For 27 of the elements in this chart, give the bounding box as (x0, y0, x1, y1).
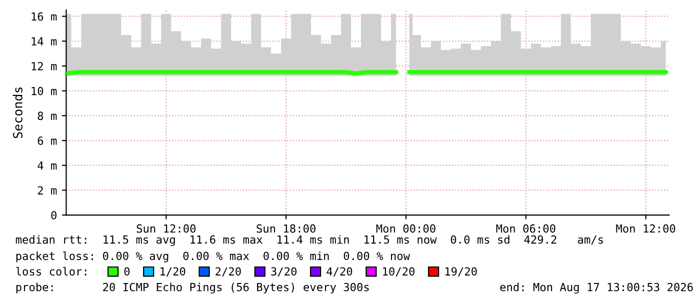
y-tick-label: 4 m (38, 162, 57, 170)
x-tick-label: Sun 12:00 (136, 224, 196, 233)
legend-label: 19/20 (445, 267, 477, 276)
y-tick-label: 12 m (32, 62, 57, 70)
legend-label: 10/20 (383, 267, 414, 276)
y-axis-title: Seconds (12, 87, 22, 138)
x-tick-label: Mon 06:00 (496, 224, 556, 233)
y-tick-label: 8 m (38, 112, 57, 120)
x-tick-label: Mon 12:00 (616, 224, 676, 233)
text: probe: 20 ICMP Echo Pings (56 Bytes) every 300s (16, 282, 369, 294)
text: end: Mon Aug 17 13:00:53 2026 (500, 282, 693, 294)
y-tick-label: 0 (51, 211, 56, 220)
legend-label: 2/20 (216, 267, 241, 276)
legend-label: 4/20 (326, 267, 352, 276)
y-tick-label: 2 m (38, 186, 57, 194)
y-tick-label: 10 m (32, 86, 57, 96)
y-tick-label: 6 m (38, 136, 57, 145)
legend-label: 3/20 (271, 267, 296, 276)
legend-title: loss color: (16, 266, 86, 276)
y-tick-label: 14 m (32, 37, 57, 46)
legend-label: 1/20 (160, 267, 186, 276)
text: packet loss: 0.00 % avg 0.00 % max 0.00 % min 0.00 % now (16, 251, 410, 262)
legend-label: 0 (124, 267, 130, 276)
y-tick-label: 16 m (32, 12, 57, 21)
x-tick-label: Sun 18:00 (256, 224, 316, 233)
text: median rtt: 11.5 ms avg 11.6 ms max 11.4 ms min 11.5 ms now 0.0 ms sd 429.2 am/s (16, 235, 603, 246)
x-tick-label: Mon 00:00 (376, 224, 436, 233)
